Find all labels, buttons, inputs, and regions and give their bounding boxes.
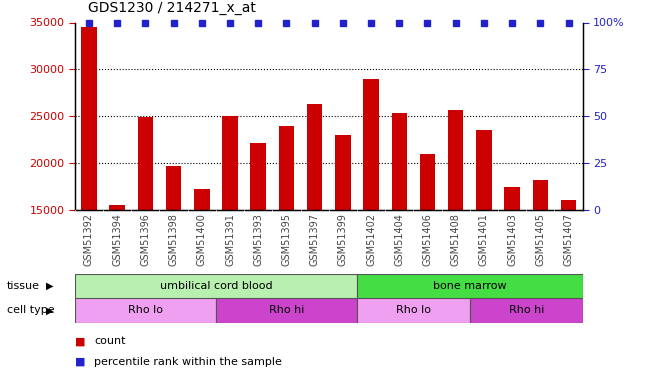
Text: GSM51395: GSM51395 [281, 213, 292, 266]
Text: GSM51405: GSM51405 [535, 213, 546, 266]
Bar [166, 166, 182, 210]
Bar [420, 154, 436, 210]
Text: GSM51406: GSM51406 [422, 213, 432, 266]
Text: GSM51396: GSM51396 [141, 213, 150, 266]
Bar [533, 180, 548, 210]
Bar [391, 113, 407, 210]
Text: GSM51398: GSM51398 [169, 213, 178, 266]
Bar [357, 274, 583, 298]
Text: umbilical cord blood: umbilical cord blood [159, 281, 272, 291]
Text: GSM51393: GSM51393 [253, 213, 263, 266]
Text: Rho lo: Rho lo [128, 305, 163, 315]
Bar [75, 274, 357, 298]
Text: tissue: tissue [7, 281, 40, 291]
Text: GSM51392: GSM51392 [84, 213, 94, 266]
Text: GDS1230 / 214271_x_at: GDS1230 / 214271_x_at [88, 1, 256, 15]
Bar [222, 116, 238, 210]
Text: GSM51394: GSM51394 [112, 213, 122, 266]
Text: bone marrow: bone marrow [433, 281, 506, 291]
Bar [505, 187, 520, 210]
Text: GSM51402: GSM51402 [366, 213, 376, 266]
Bar [81, 27, 97, 210]
Bar [476, 130, 492, 210]
Text: cell type: cell type [7, 305, 54, 315]
Text: percentile rank within the sample: percentile rank within the sample [94, 357, 283, 367]
Text: Rho hi: Rho hi [269, 305, 304, 315]
Text: GSM51403: GSM51403 [507, 213, 517, 266]
Bar [216, 298, 357, 322]
Text: GSM51407: GSM51407 [564, 213, 574, 266]
Bar [363, 79, 379, 210]
Text: GSM51408: GSM51408 [450, 213, 461, 266]
Bar [251, 142, 266, 210]
Text: GSM51401: GSM51401 [479, 213, 489, 266]
Bar [448, 110, 464, 210]
Text: Rho hi: Rho hi [508, 305, 544, 315]
Text: ■: ■ [75, 357, 85, 367]
Bar [470, 298, 583, 322]
Text: GSM51400: GSM51400 [197, 213, 207, 266]
Bar [75, 298, 216, 322]
Text: GSM51391: GSM51391 [225, 213, 235, 266]
Text: GSM51397: GSM51397 [310, 213, 320, 266]
Bar [137, 117, 153, 210]
Bar [279, 126, 294, 210]
Bar [357, 298, 470, 322]
Text: GSM51399: GSM51399 [338, 213, 348, 266]
Text: Rho lo: Rho lo [396, 305, 431, 315]
Bar [335, 135, 351, 210]
Text: ▶: ▶ [46, 281, 53, 291]
Text: ▶: ▶ [46, 305, 53, 315]
Bar [561, 200, 576, 210]
Text: ■: ■ [75, 336, 85, 346]
Bar [307, 104, 322, 210]
Bar [194, 189, 210, 210]
Text: count: count [94, 336, 126, 346]
Text: GSM51404: GSM51404 [395, 213, 404, 266]
Bar [109, 206, 125, 210]
